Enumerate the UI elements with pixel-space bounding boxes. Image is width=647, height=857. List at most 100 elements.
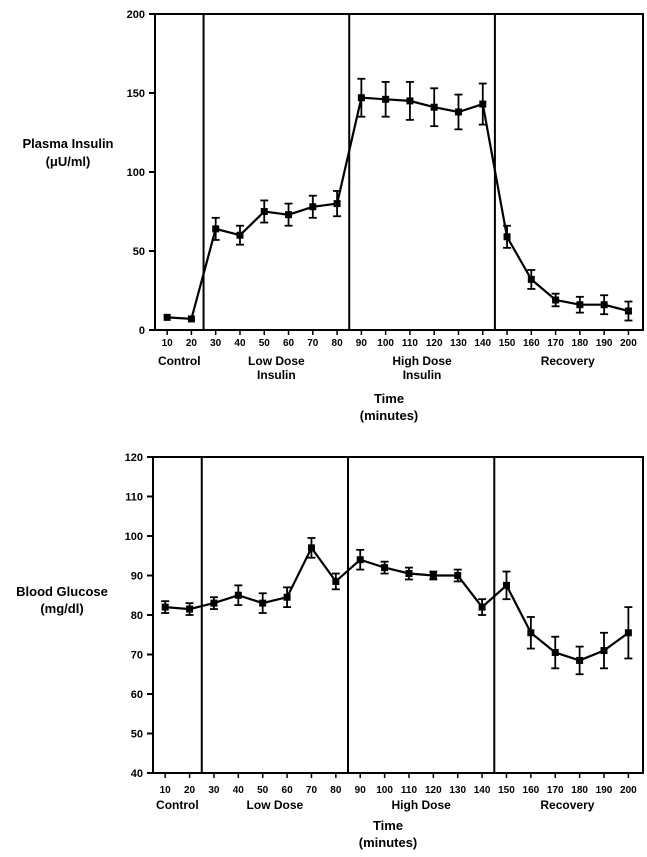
x-tick-label: 20 [184, 785, 196, 796]
phase-label: Recovery [540, 798, 594, 812]
x-tick-label: 140 [474, 785, 491, 796]
x-tick-label: 130 [449, 785, 466, 796]
data-point [381, 564, 389, 572]
x-tick-label: 60 [282, 785, 294, 796]
x-tick-label: 160 [523, 338, 540, 349]
phase-label: High Dose Insulin [392, 354, 452, 382]
x-axis-label: (minutes) [360, 408, 419, 423]
x-tick-label: 50 [257, 785, 269, 796]
x-tick-label: 140 [474, 338, 491, 349]
y-axis-label: (mg/dl) [40, 601, 83, 616]
phase-label: Low Dose Insulin [248, 354, 305, 382]
x-tick-label: 40 [233, 785, 245, 796]
data-point [163, 313, 171, 321]
x-axis-label: Time [374, 391, 404, 406]
y-tick-label: 50 [131, 729, 143, 741]
data-point [454, 572, 462, 579]
y-axis-label: Plasma Insulin [22, 136, 113, 151]
plot-frame [154, 13, 644, 331]
series-line [167, 96, 629, 321]
x-tick-label: 90 [356, 338, 368, 349]
x-axis-label: (minutes) [359, 835, 418, 850]
data-point [503, 233, 511, 241]
data-point [527, 275, 535, 283]
phase-label: Recovery [541, 354, 595, 368]
x-tick-label: 180 [572, 338, 589, 349]
data-point [576, 301, 584, 309]
data-point [624, 307, 632, 315]
x-tick-label: 180 [571, 785, 588, 796]
phase-label-line: Low Dose [247, 798, 304, 812]
x-tick-label: 100 [376, 785, 393, 796]
plot-frame [152, 456, 644, 774]
y-tick-label: 110 [125, 492, 143, 504]
x-tick-label: 120 [425, 785, 442, 796]
phase-label-line: High Dose [391, 798, 451, 812]
x-tick-label: 150 [498, 785, 515, 796]
x-tick-label: 110 [401, 785, 418, 796]
phase-label-line: Control [156, 798, 199, 812]
data-point [307, 544, 315, 552]
x-tick-label: 120 [426, 338, 443, 349]
x-tick-label: 70 [306, 785, 318, 796]
data-point [333, 200, 341, 208]
x-tick-label: 20 [186, 338, 198, 349]
x-tick-label: 80 [332, 338, 344, 349]
x-tick-label: 150 [499, 338, 516, 349]
x-tick-label: 160 [523, 785, 540, 796]
data-point [259, 599, 267, 607]
data-point [478, 603, 486, 611]
x-tick-label: 100 [377, 338, 394, 349]
x-axis-label: Time [373, 818, 403, 833]
data-point [502, 581, 510, 589]
data-point [212, 225, 220, 233]
data-point [161, 603, 169, 611]
x-tick-label: 50 [259, 338, 271, 349]
data-point [551, 649, 559, 657]
data-point [187, 315, 195, 323]
data-point [285, 211, 293, 219]
x-tick-label: 190 [596, 785, 613, 796]
x-tick-label: 70 [307, 338, 319, 349]
x-tick-label: 30 [210, 338, 222, 349]
y-tick-label: 60 [131, 689, 143, 701]
data-point [356, 556, 364, 564]
phase-label: Control [156, 798, 199, 812]
data-point [186, 605, 194, 613]
y-tick-label: 80 [131, 610, 143, 622]
data-point [527, 629, 535, 637]
data-point [600, 647, 608, 655]
x-tick-label: 10 [162, 338, 174, 349]
chart-2: 40 50 60 70 80 90 100 110 120 10 20 30 40 50 60 70 80 90 1… [16, 452, 644, 850]
data-point [210, 599, 218, 607]
x-tick-label: 130 [450, 338, 467, 349]
y-axis-label: (μU/ml) [46, 154, 91, 169]
x-tick-label: 110 [402, 338, 419, 349]
y-tick-label: 90 [131, 571, 143, 583]
x-tick-label: 40 [234, 338, 246, 349]
phase-label-line: Insulin [403, 368, 442, 382]
data-point [236, 231, 244, 239]
phase-label: High Dose [391, 798, 451, 812]
x-tick-label: 80 [330, 785, 342, 796]
x-tick-label: 170 [547, 338, 564, 349]
y-tick-label: 200 [127, 9, 145, 21]
data-point [454, 108, 462, 116]
data-point [479, 100, 487, 108]
phase-label: Low Dose [247, 798, 304, 812]
data-point [234, 591, 242, 599]
y-tick-label: 0 [139, 325, 145, 337]
data-point [309, 203, 317, 211]
phase-label-line: Recovery [540, 798, 594, 812]
x-tick-label: 90 [355, 785, 367, 796]
x-tick-label: 200 [620, 785, 637, 796]
y-tick-label: 100 [127, 167, 145, 179]
data-point [357, 94, 365, 102]
data-point [260, 208, 268, 215]
series-line [165, 545, 630, 662]
data-point [430, 103, 438, 111]
y-tick-label: 120 [125, 452, 143, 464]
data-point [600, 301, 608, 309]
data-point [406, 97, 414, 105]
